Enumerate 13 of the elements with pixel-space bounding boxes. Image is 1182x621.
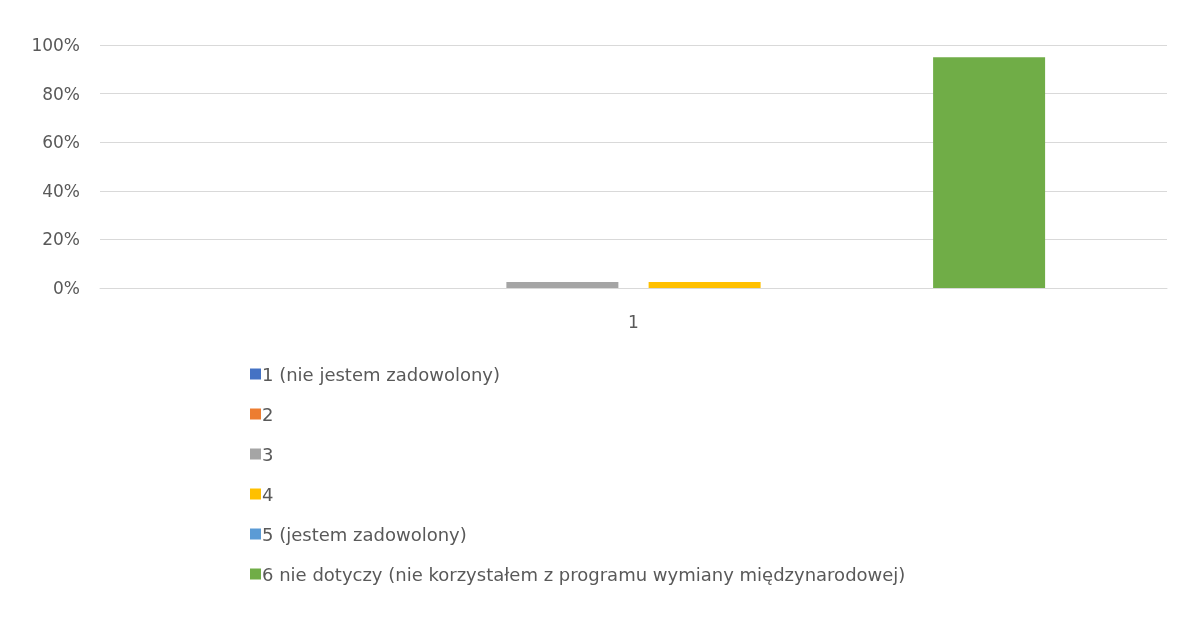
y-tick-label: 20% bbox=[42, 229, 80, 250]
x-tick-label: 1 bbox=[628, 311, 639, 332]
y-tick-label: 80% bbox=[42, 83, 80, 104]
legend-label: 2 bbox=[262, 403, 274, 425]
legend-label: 1 (nie jestem zadowolony) bbox=[262, 363, 500, 385]
y-tick-label: 60% bbox=[42, 132, 80, 153]
y-tick-label: 0% bbox=[53, 278, 80, 298]
legend-label: 5 (jestem zadowolony) bbox=[262, 523, 467, 545]
legend-label: 3 bbox=[262, 443, 274, 465]
legend-label: 4 bbox=[262, 483, 274, 505]
legend-label: 6 nie dotyczy (nie korzystałem z programu wymiany międzynarodowej) bbox=[262, 563, 906, 585]
y-tick-label: 40% bbox=[42, 180, 80, 201]
y-tick-label: 100% bbox=[31, 35, 80, 55]
